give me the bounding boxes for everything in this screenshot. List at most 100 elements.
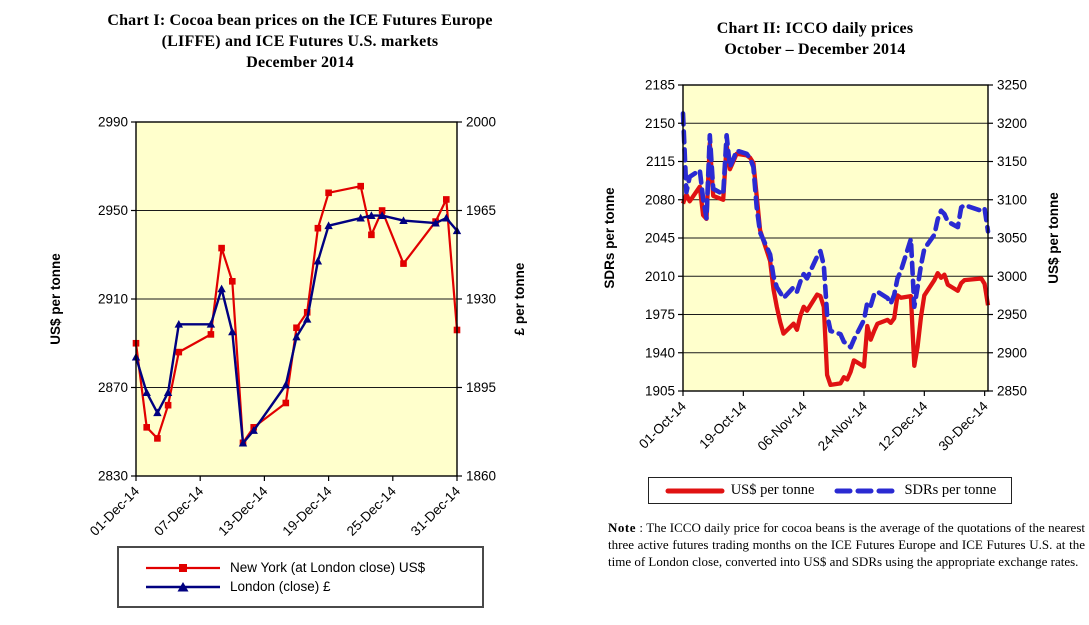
chart2-legend: US$ per tonne SDRs per tonne bbox=[648, 477, 1012, 504]
x-axis-tick-label: 01-Oct-14 bbox=[636, 398, 689, 451]
legend-label-london: London (close) £ bbox=[230, 579, 331, 594]
right-axis-tick-label: 3200 bbox=[997, 116, 1027, 131]
series-marker bbox=[399, 216, 408, 225]
x-axis-tick-label: 07-Dec-14 bbox=[151, 483, 207, 539]
series-marker bbox=[175, 348, 183, 356]
series-marker bbox=[142, 388, 151, 396]
left-axis-tick-label: 2010 bbox=[645, 269, 675, 284]
legend-sample-usd-line bbox=[665, 488, 725, 493]
right-axis-tick-label: 3050 bbox=[997, 231, 1027, 246]
left-axis-tick-label: 2870 bbox=[98, 380, 128, 395]
series-marker bbox=[356, 213, 365, 222]
right-axis-tick-label: 2850 bbox=[997, 384, 1027, 399]
series-marker bbox=[249, 426, 258, 434]
series-marker bbox=[368, 231, 375, 239]
series-marker bbox=[163, 388, 173, 396]
legend-label-sdr: SDRs per tonne bbox=[904, 482, 997, 498]
legend-label-usd: US$ per tonne bbox=[730, 482, 815, 498]
right-axis-tick-label: 2950 bbox=[997, 307, 1027, 322]
series-marker bbox=[217, 284, 226, 293]
series-line-2 bbox=[680, 111, 991, 350]
series-marker bbox=[174, 319, 183, 328]
chart1-plot: 2830 2870 2910 2950 2990 1860 1895 1930 1965 2000… bbox=[48, 115, 527, 539]
note: Note : The ICCO daily price for cocoa be… bbox=[608, 519, 1085, 570]
series-marker bbox=[292, 332, 301, 341]
series-marker bbox=[282, 399, 290, 407]
note-label: Note bbox=[608, 520, 636, 535]
series-marker bbox=[228, 327, 237, 336]
series-marker bbox=[357, 182, 364, 190]
right-axis-tick-label: 1860 bbox=[466, 469, 496, 484]
right-axis-tick-label: 1895 bbox=[466, 380, 496, 395]
left-axis-tick-label: 1940 bbox=[645, 345, 675, 360]
series-marker bbox=[293, 324, 300, 332]
series-marker bbox=[400, 260, 407, 267]
series-marker bbox=[303, 314, 312, 323]
chart1-title-line2: (LIFFE) and ICE Futures U.S. markets bbox=[161, 33, 439, 50]
series-marker bbox=[443, 196, 450, 203]
left-axis-title: US$ per tonne bbox=[48, 253, 63, 345]
chart2-title: Chart II: ICCO daily prices October – De… bbox=[600, 18, 1030, 60]
series-marker bbox=[314, 224, 322, 232]
series-marker bbox=[367, 211, 376, 219]
left-axis-title: SDRs per tonne bbox=[602, 187, 617, 289]
right-axis-tick-label: 1930 bbox=[466, 292, 496, 307]
left-axis-tick-label: 2115 bbox=[646, 154, 675, 169]
series-marker bbox=[229, 278, 236, 285]
legend-sample-sdr-line bbox=[834, 488, 898, 493]
series-marker bbox=[377, 211, 387, 219]
series-marker bbox=[378, 207, 386, 214]
right-axis-tick-label: 3100 bbox=[997, 192, 1027, 207]
right-axis-tick-label: 3150 bbox=[997, 154, 1027, 169]
x-axis-tick-label: 25-Dec-14 bbox=[344, 483, 400, 539]
series-marker bbox=[442, 213, 451, 222]
left-axis-tick-label: 2045 bbox=[645, 231, 675, 246]
left-axis-tick-label: 2080 bbox=[645, 192, 675, 207]
chart1-legend: New York (at London close) US$ London (c… bbox=[117, 546, 484, 608]
right-axis-tick-label: 1965 bbox=[466, 203, 496, 218]
series-marker bbox=[218, 244, 225, 252]
x-axis-tick-label: 13-Dec-14 bbox=[215, 483, 271, 539]
series-marker bbox=[143, 424, 150, 431]
right-axis-tick-label: 3250 bbox=[997, 78, 1027, 93]
chart2-title-line1: Chart II: ICCO daily prices bbox=[716, 20, 914, 37]
right-axis-title: £ per tonne bbox=[512, 262, 527, 335]
chart2-title-line2: October – December 2014 bbox=[724, 41, 906, 58]
left-axis-tick-label: 2830 bbox=[98, 469, 128, 484]
series-marker bbox=[313, 256, 323, 265]
left-axis-tick-label: 1975 bbox=[645, 307, 675, 322]
series-marker bbox=[303, 308, 311, 316]
x-axis-tick-label: 31-Dec-14 bbox=[408, 483, 464, 539]
series-marker bbox=[164, 401, 172, 409]
left-axis-tick-label: 2990 bbox=[98, 115, 128, 130]
x-axis-tick-label: 12-Dec-14 bbox=[875, 398, 931, 454]
chart1-title-line3: December 2014 bbox=[246, 54, 354, 71]
left-axis-tick-label: 2950 bbox=[98, 203, 128, 218]
series-marker bbox=[206, 319, 216, 328]
chart1-title-line1: Chart I: Cocoa bean prices on the ICE Fu… bbox=[107, 12, 493, 29]
note-text: : The ICCO daily price for cocoa beans i… bbox=[608, 520, 1085, 570]
chart1-title: Chart I: Cocoa bean prices on the ICE Fu… bbox=[40, 10, 560, 73]
right-axis-tick-label: 2000 bbox=[466, 115, 496, 130]
legend-sample-newyork-line bbox=[146, 563, 220, 572]
series-marker bbox=[325, 189, 332, 197]
left-axis-tick-label: 1905 bbox=[645, 384, 675, 399]
series-marker bbox=[324, 221, 333, 230]
left-axis-tick-label: 2150 bbox=[645, 116, 675, 131]
legend-entry-newyork: New York (at London close) US$ bbox=[143, 560, 482, 575]
x-axis-tick-label: 19-Dec-14 bbox=[280, 483, 336, 539]
right-axis-title: US$ per tonne bbox=[1046, 192, 1061, 284]
series-marker bbox=[281, 380, 290, 389]
legend-sample-london-line bbox=[146, 581, 220, 591]
right-axis-tick-label: 2900 bbox=[997, 345, 1027, 360]
series-marker bbox=[238, 438, 248, 447]
legend-entry-london: London (close) £ bbox=[143, 579, 482, 594]
right-axis-tick-label: 3000 bbox=[997, 269, 1027, 284]
x-axis-tick-label: 30-Dec-14 bbox=[936, 398, 992, 454]
series-line-2 bbox=[134, 214, 458, 445]
series-marker bbox=[207, 331, 215, 338]
legend-label-newyork: New York (at London close) US$ bbox=[230, 560, 426, 575]
series-marker bbox=[153, 408, 162, 417]
x-axis-tick-label: 19-Oct-14 bbox=[696, 398, 749, 451]
